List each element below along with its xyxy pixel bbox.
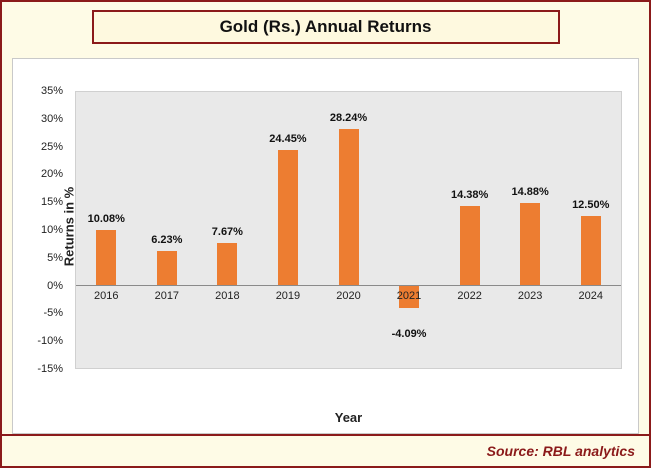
- chart-title-box: Gold (Rs.) Annual Returns: [91, 10, 560, 44]
- y-tick-label: 0%: [47, 279, 63, 292]
- x-axis-title: Year: [334, 410, 363, 425]
- x-tick-label: 2019: [275, 290, 301, 303]
- bar-2017: [156, 250, 177, 286]
- x-tick-label: 2018: [215, 290, 240, 303]
- bar-2016: [96, 229, 117, 286]
- bar-value-label: 28.24%: [329, 112, 368, 125]
- bar-value-label: 24.45%: [269, 133, 307, 146]
- y-tick-label: 5%: [47, 251, 63, 264]
- y-tick-label: -15%: [37, 363, 63, 375]
- chart-panel: Returns in % 35% 30% 25% 20% 15% 10% 5% 0% -5% -1…: [12, 58, 639, 434]
- bar-2020: [338, 129, 359, 286]
- x-tick-label: 2022: [457, 290, 482, 303]
- bar-value-label: 10.08%: [87, 212, 125, 225]
- y-tick-label: 30%: [40, 112, 63, 125]
- bar-value-label: 14.88%: [511, 186, 549, 199]
- y-tick-label: 15%: [40, 196, 63, 209]
- footer-bar: Source: RBL analytics: [2, 434, 649, 466]
- bar-value-label: 7.67%: [211, 225, 243, 238]
- bar-value-label: 6.23%: [151, 233, 183, 246]
- bar-2024: [580, 216, 601, 286]
- x-tick-label: 2023: [517, 290, 543, 303]
- bar-value-label: 14.38%: [450, 188, 489, 201]
- y-tick-label: 20%: [40, 168, 63, 181]
- x-tick-label: 2020: [336, 290, 361, 303]
- x-axis-line: [76, 285, 621, 287]
- y-tick-label: 10%: [40, 224, 63, 236]
- x-tick-label: 2021: [396, 290, 422, 303]
- plot-area: 10.08% 2016 6.23% 2017 7.67% 2018 24.45% 2019 28…: [75, 91, 622, 369]
- bar-value-label: -4.09%: [391, 327, 427, 340]
- x-tick-label: 2016: [94, 290, 119, 303]
- bar-value-label: 12.50%: [572, 199, 610, 212]
- y-tick-label: 35%: [40, 85, 63, 97]
- y-axis: 35% 30% 25% 20% 15% 10% 5% 0% -5% -10% -15%: [13, 85, 69, 375]
- y-tick-label: 25%: [40, 140, 63, 153]
- chart-title: Gold (Rs.) Annual Returns: [219, 17, 432, 36]
- x-tick-label: 2017: [154, 290, 180, 303]
- bar-2019: [277, 150, 298, 286]
- bar-2021: [399, 285, 420, 308]
- bar-2023: [520, 203, 541, 286]
- bar-2022: [459, 205, 480, 286]
- y-tick-label: -10%: [37, 335, 63, 348]
- x-tick-label: 2024: [578, 290, 603, 303]
- bar-2018: [217, 242, 238, 286]
- y-tick-label: -5%: [43, 307, 63, 320]
- source-text: Source: RBL analytics: [486, 443, 635, 459]
